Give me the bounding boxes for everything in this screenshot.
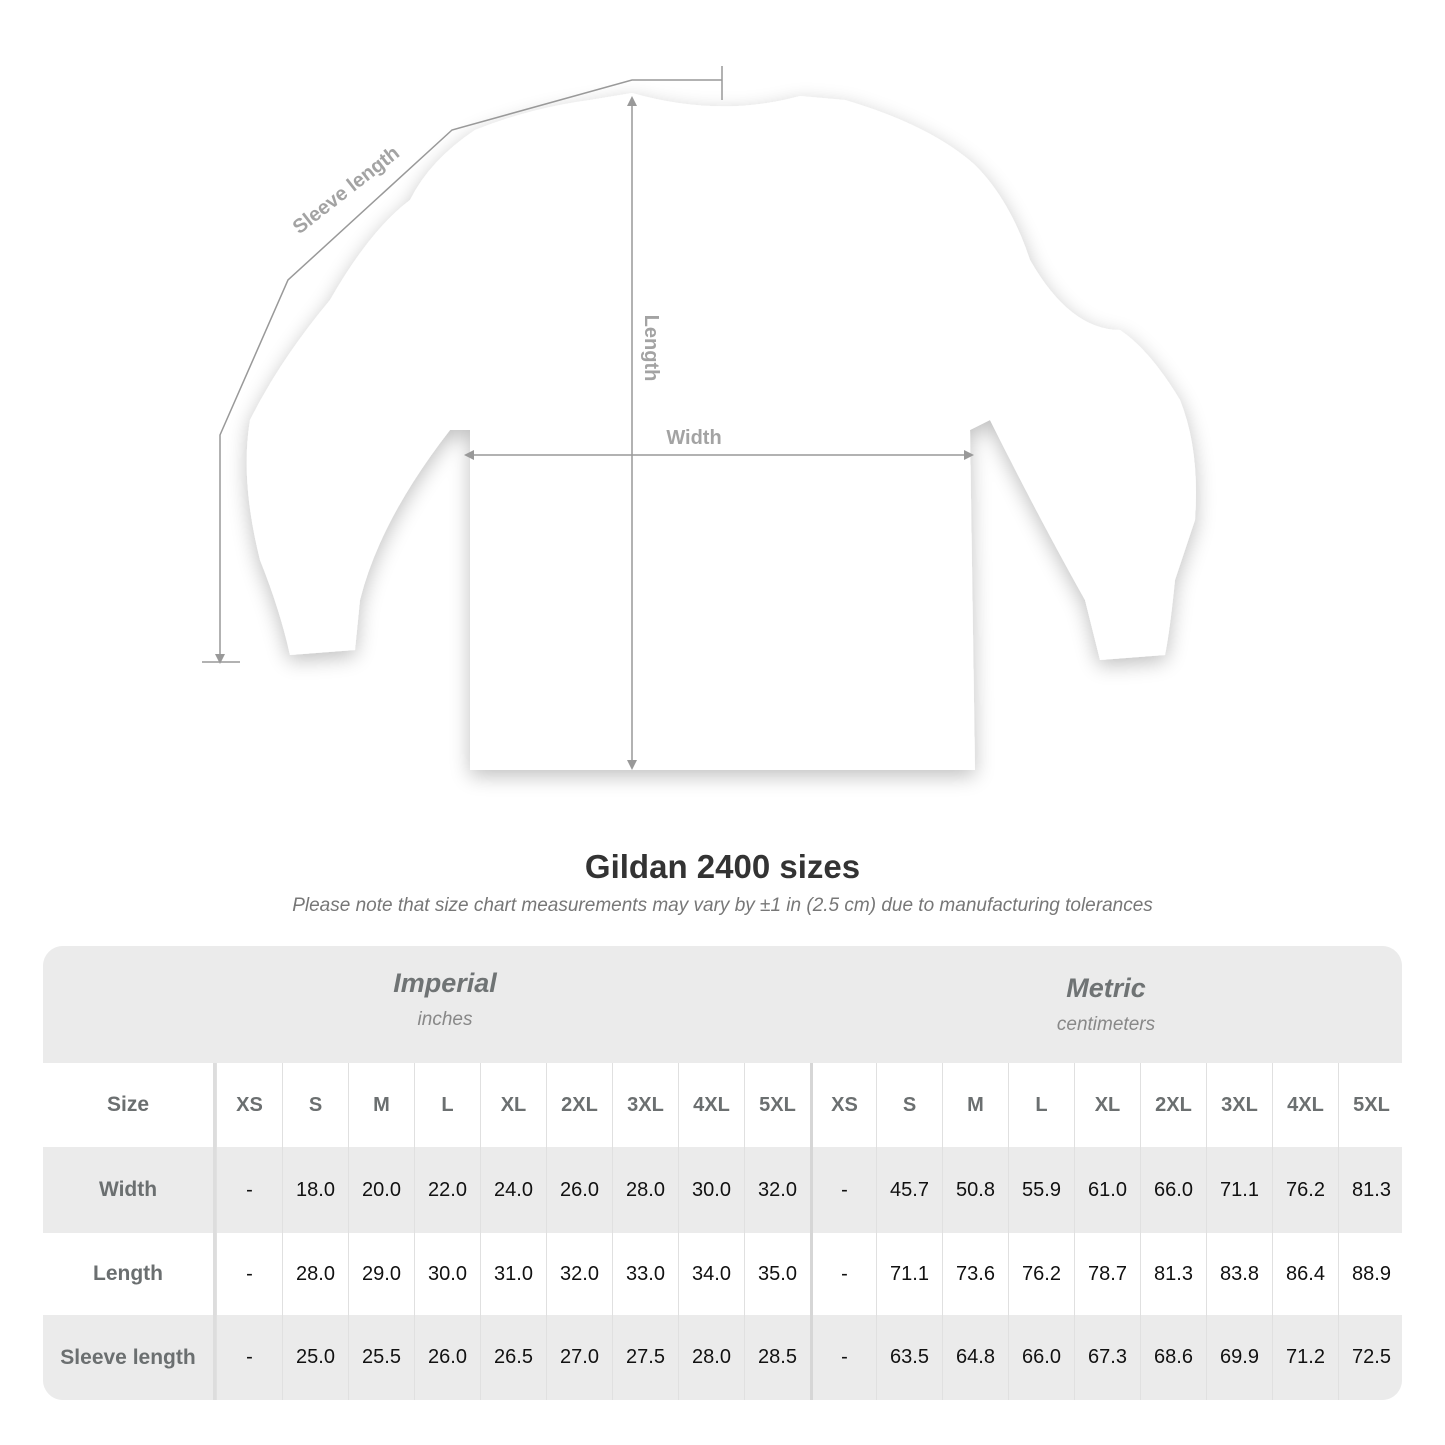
metric-value: - [810, 1233, 876, 1315]
metric-value: 71.1 [876, 1233, 942, 1315]
metric-size-header: 3XL [1206, 1063, 1272, 1147]
metric-title: Metric [1066, 973, 1146, 1003]
imperial-value: - [216, 1147, 282, 1233]
imperial-size-header: 4XL [678, 1063, 744, 1147]
imperial-size-header: XS [216, 1063, 282, 1147]
imperial-size-header: 2XL [546, 1063, 612, 1147]
metric-value: 64.8 [942, 1315, 1008, 1400]
table-row: Sleeve length -25.0 25.5 26.0 26.5 27.0 27.5 28… [43, 1315, 1402, 1400]
metric-size-header: XS [810, 1063, 876, 1147]
imperial-value: 35.0 [744, 1233, 810, 1315]
imperial-size-header: M [348, 1063, 414, 1147]
imperial-size-header: S [282, 1063, 348, 1147]
imperial-size-header: 3XL [612, 1063, 678, 1147]
metric-size-header: XL [1074, 1063, 1140, 1147]
metric-value: 86.4 [1272, 1233, 1338, 1315]
shirt-illustration: Sleeve length Length Width [202, 66, 1196, 770]
imperial-value: 34.0 [678, 1233, 744, 1315]
imperial-value: 30.0 [678, 1147, 744, 1233]
unit-header: Imperial inches Metric centimeters [43, 946, 1402, 1063]
metric-value: - [810, 1147, 876, 1233]
imperial-value: 26.5 [480, 1315, 546, 1400]
imperial-unit: inches [417, 1009, 473, 1030]
metric-value: 67.3 [1074, 1315, 1140, 1400]
imperial-value: 31.0 [480, 1233, 546, 1315]
metric-value: 71.2 [1272, 1315, 1338, 1400]
imperial-value: 29.0 [348, 1233, 414, 1315]
imperial-value: 33.0 [612, 1233, 678, 1315]
sleeve-measure-line [219, 79, 722, 660]
metric-value: 63.5 [876, 1315, 942, 1400]
table-row: Length -28.0 29.0 30.0 31.0 32.0 33.0 34.0 35.0-… [43, 1233, 1402, 1315]
imperial-size-header: L [414, 1063, 480, 1147]
imperial-value: 28.5 [744, 1315, 810, 1400]
metric-value: 88.9 [1338, 1233, 1402, 1315]
row-label: Sleeve length [43, 1315, 216, 1400]
size-table: Imperial inches Metric centimeters Size X… [43, 946, 1402, 1400]
metric-value: 66.0 [1008, 1315, 1074, 1400]
tolerance-note: Please note that size chart measurements… [292, 895, 1153, 916]
metric-value: 81.3 [1140, 1233, 1206, 1315]
metric-value: 78.7 [1074, 1233, 1140, 1315]
imperial-value: 26.0 [546, 1147, 612, 1233]
table-row: Width -18.0 20.0 22.0 24.0 26.0 28.0 30.0 32.0-4… [43, 1147, 1402, 1233]
metric-value: 45.7 [876, 1147, 942, 1233]
imperial-value: 25.5 [348, 1315, 414, 1400]
imperial-value: - [216, 1315, 282, 1400]
metric-value: 69.9 [1206, 1315, 1272, 1400]
metric-value: 68.6 [1140, 1315, 1206, 1400]
metric-size-header: M [942, 1063, 1008, 1147]
imperial-value: 25.0 [282, 1315, 348, 1400]
imperial-value: 30.0 [414, 1233, 480, 1315]
metric-value: 72.5 [1338, 1315, 1402, 1400]
imperial-value: 28.0 [282, 1233, 348, 1315]
imperial-value: 20.0 [348, 1147, 414, 1233]
metric-value: - [810, 1315, 876, 1400]
metric-value: 71.1 [1206, 1147, 1272, 1233]
metric-value: 66.0 [1140, 1147, 1206, 1233]
page-title: Gildan 2400 sizes [584, 848, 861, 885]
metric-size-header: S [876, 1063, 942, 1147]
metric-group: Metric centimeters [810, 973, 1402, 1036]
metric-value: 50.8 [942, 1147, 1008, 1233]
imperial-title: Imperial [393, 968, 497, 998]
imperial-value: 28.0 [612, 1147, 678, 1233]
imperial-value: - [216, 1233, 282, 1315]
size-label: Size [43, 1063, 216, 1147]
imperial-value: 24.0 [480, 1147, 546, 1233]
metric-value: 61.0 [1074, 1147, 1140, 1233]
imperial-value: 28.0 [678, 1315, 744, 1400]
metric-value: 55.9 [1008, 1147, 1074, 1233]
imperial-value: 18.0 [282, 1147, 348, 1233]
metric-size-header: 2XL [1140, 1063, 1206, 1147]
imperial-value: 26.0 [414, 1315, 480, 1400]
metric-value: 76.2 [1008, 1233, 1074, 1315]
length-label: Length [640, 315, 662, 382]
metric-value: 76.2 [1272, 1147, 1338, 1233]
metric-value: 81.3 [1338, 1147, 1402, 1233]
metric-value: 73.6 [942, 1233, 1008, 1315]
imperial-group: Imperial inches [216, 968, 674, 1031]
metric-size-header: L [1008, 1063, 1074, 1147]
metric-size-header: 5XL [1338, 1063, 1402, 1147]
imperial-value: 27.0 [546, 1315, 612, 1400]
row-label: Length [43, 1233, 216, 1315]
row-label: Width [43, 1147, 216, 1233]
imperial-value: 27.5 [612, 1315, 678, 1400]
imperial-value: 32.0 [546, 1233, 612, 1315]
imperial-value: 22.0 [414, 1147, 480, 1233]
shirt-shape [246, 93, 1196, 770]
metric-size-header: 4XL [1272, 1063, 1338, 1147]
imperial-size-header: XL [480, 1063, 546, 1147]
metric-unit: centimeters [1056, 1014, 1156, 1035]
imperial-value: 32.0 [744, 1147, 810, 1233]
metric-value: 83.8 [1206, 1233, 1272, 1315]
width-label: Width [666, 427, 721, 449]
size-header-row: Size XS S M L XL 2XL 3XL 4XL 5XL XS S M L XL 2XL 3XL 4XL 5… [43, 1063, 1402, 1147]
imperial-size-header: 5XL [744, 1063, 810, 1147]
